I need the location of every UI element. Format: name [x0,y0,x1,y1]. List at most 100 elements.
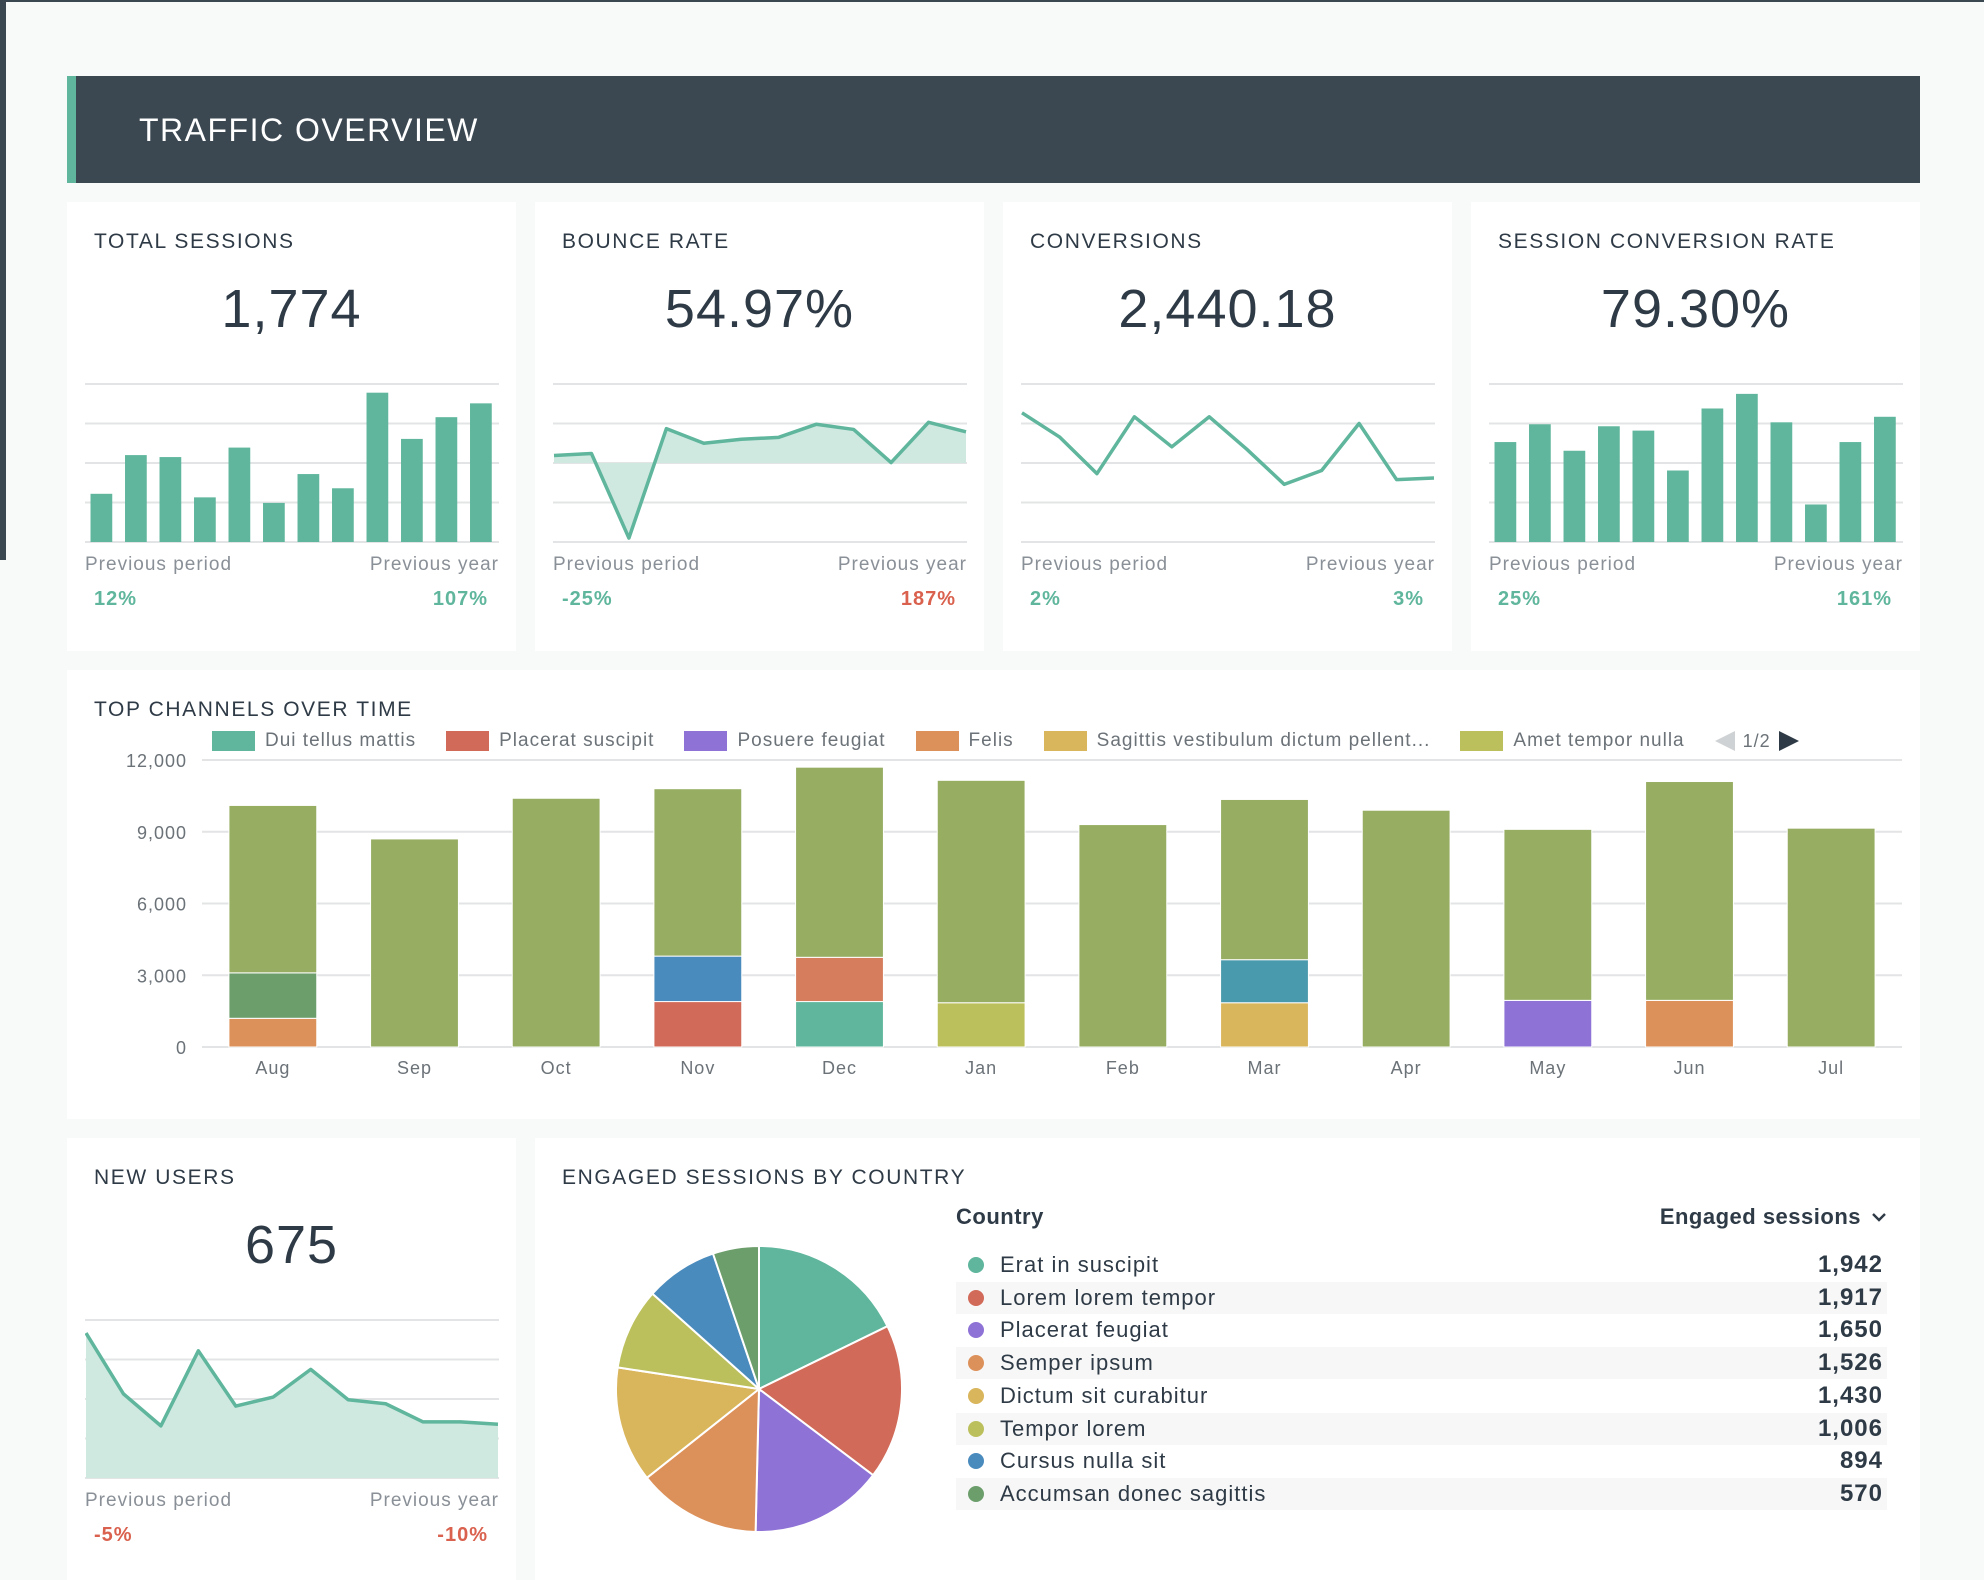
legend-dot [968,1485,984,1502]
spark-bar [1805,504,1827,542]
kpi-value: 2,440.18 [1118,279,1337,339]
kpi-card: BOUNCE RATE 54.97% Previous period Previ… [535,202,984,651]
country-name: Semper ipsum [1000,1350,1154,1376]
legend-item[interactable]: Felis [915,730,1014,752]
stacked-bar-segment [1645,781,1734,1001]
table-row: Dictum sit curabitur 1,430 [956,1380,1887,1412]
y-tick-label: 12,000 [126,751,187,771]
spark-bar [332,488,354,542]
sessions-value: 1,917 [1817,1283,1883,1311]
legend-item[interactable]: Posuere feugiat [684,730,885,752]
spark-bar [1736,393,1758,542]
next-page-icon[interactable] [1778,731,1799,751]
spark-bar [366,392,389,542]
stacked-bar-segment [936,779,1026,1004]
card-title: TOTAL SESSIONS [94,230,295,253]
y-tick-label: 9,000 [137,823,187,843]
legend-label: Sagittis vestibulum dictum pellent... [1096,730,1431,751]
legend-swatch [915,731,959,751]
spark-bar [470,403,492,542]
previous-year-change: 187% [900,588,956,610]
stacked-bar-segment [653,1001,743,1048]
spark-bar [1874,416,1896,542]
sparkline [553,383,967,543]
previous-period-change: 25% [1498,588,1542,610]
spark-bar [194,497,216,542]
spark-bar [159,457,182,542]
stacked-bar-segment [511,797,601,1048]
x-tick-label: Feb [1106,1058,1140,1078]
x-tick-label: Dec [822,1058,857,1078]
card-title: BOUNCE RATE [562,230,730,253]
previous-year-change: 107% [432,588,488,610]
legend-item[interactable]: Sagittis vestibulum dictum pellent... [1043,730,1431,752]
sparkline [85,383,499,543]
legend-dot [968,1322,984,1339]
spark-bar [90,493,113,542]
prev-page-icon[interactable] [1714,731,1735,751]
stacked-bar-segment [1786,827,1876,1048]
stacked-bar-segment [1361,809,1451,1048]
spark-bar [1701,408,1724,542]
x-tick-label: Nov [680,1058,715,1078]
table-row: Erat in suscipit 1,942 [956,1249,1887,1281]
sessions-value: 894 [1839,1447,1883,1475]
x-tick-label: May [1529,1058,1566,1078]
x-tick-label: Jun [1673,1058,1705,1078]
legend-swatch [446,731,490,751]
pie-slice [758,1244,889,1391]
legend-swatch [684,731,728,751]
x-tick-label: Oct [541,1058,572,1078]
previous-year-change: -10% [437,1524,488,1546]
x-tick-label: Aug [255,1058,290,1078]
table-row: Semper ipsum 1,526 [956,1347,1887,1380]
kpi-card: SESSION CONVERSION RATE 79.30% Previous … [1471,202,1920,651]
legend-swatch [212,731,255,751]
stacked-bar-segment [1220,1002,1309,1048]
stacked-bar-segment [936,1002,1026,1048]
sessions-value: 1,006 [1817,1414,1883,1442]
stacked-bar-segment [1078,824,1168,1048]
spark-bar [1667,470,1689,542]
legend-dot [968,1420,984,1437]
legend-item[interactable]: Amet tempor nulla [1460,730,1684,752]
country-name: Placerat feugiat [1000,1317,1169,1343]
stacked-bar-segment [1645,999,1734,1048]
previous-year-label: Previous year [1305,554,1435,575]
card-title: NEW USERS [94,1166,236,1189]
stacked-bar-segment [1220,959,1309,1004]
left-edge [0,0,6,560]
legend-item[interactable]: Dui tellus mattis [212,730,416,752]
legend-label: Posuere feugiat [737,730,886,751]
legend-dot [968,1289,984,1306]
spark-line [553,420,967,540]
x-tick-label: Jul [1818,1058,1844,1078]
spark-bar [228,447,251,542]
spark-bar [1529,424,1551,542]
previous-period-label: Previous period [85,1490,233,1511]
pie-slice [615,1366,762,1480]
card-title: TOP CHANNELS OVER TIME [94,698,413,721]
country-column-header[interactable]: Country [956,1204,1044,1229]
spark-bar [297,474,320,542]
sessions-column-header[interactable]: Engaged sessions [1660,1204,1887,1230]
kpi-card: CONVERSIONS 2,440.18 Previous period Pre… [1003,202,1452,651]
kpi-value: 79.30% [1600,279,1791,339]
x-tick-label: Sep [397,1058,432,1078]
spark-bar [1598,426,1620,542]
country-name: Cursus nulla sit [1000,1448,1167,1474]
spark-bar [1632,430,1655,542]
previous-period-change: 2% [1030,588,1061,610]
top-channels-card: TOP CHANNELS OVER TIME Dui tellus mattis… [67,670,1920,1119]
spark-bar [1563,450,1586,542]
pager-text: 1/2 [1742,730,1771,751]
page-title: TRAFFIC OVERVIEW [139,112,479,148]
spark-bar [263,502,285,542]
legend-item[interactable]: Placerat suscipit [446,730,654,752]
sessions-value: 1,942 [1817,1251,1883,1278]
sessions-header-label: Engaged sessions [1659,1204,1861,1229]
y-tick-label: 6,000 [137,895,187,915]
sessions-value: 1,430 [1817,1381,1883,1409]
table-row: Placerat feugiat 1,650 [956,1314,1887,1346]
kpi-card: NEW USERS 675 Previous period Previous y… [67,1138,516,1580]
